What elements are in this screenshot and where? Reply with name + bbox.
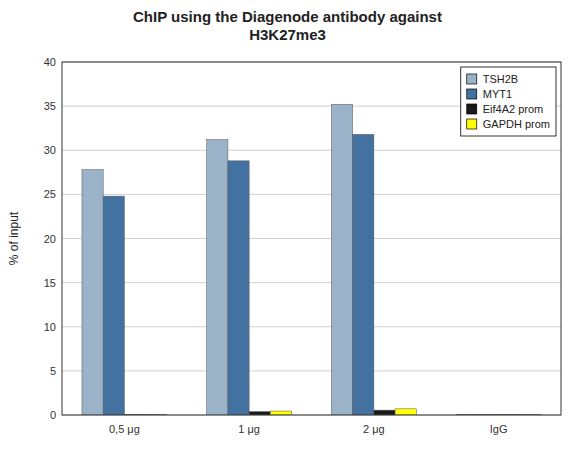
bar (374, 410, 395, 415)
grid-line (62, 282, 561, 283)
y-tick-label: 5 (50, 365, 56, 377)
legend-label: MYT1 (483, 88, 512, 100)
legend-swatch (467, 119, 477, 129)
bar (228, 161, 249, 415)
grid-line (62, 370, 561, 371)
legend-label: TSH2B (483, 73, 518, 85)
legend-frame (461, 67, 556, 136)
y-tick-label: 25 (44, 188, 56, 200)
grid (62, 62, 561, 415)
chart-container: ChIP using the Diagenode antibody agains… (0, 0, 575, 451)
plot-frame (62, 62, 561, 415)
bars (82, 104, 541, 415)
x-tick-label: 0,5 μg (109, 423, 140, 435)
x-tick-label: 2 μg (363, 423, 385, 435)
legend: TSH2B MYT1 Eif4A2 prom GAPDH prom (461, 67, 556, 136)
legend-swatch (467, 74, 477, 84)
legend-swatch (467, 104, 477, 114)
y-tick-label: 10 (44, 321, 56, 333)
bar (331, 104, 352, 415)
bar (353, 134, 374, 415)
title-line: H3K27me3 (249, 26, 326, 43)
bar (103, 196, 124, 415)
x-tick-label: IgG (490, 423, 508, 435)
y-tick-label: 30 (44, 144, 56, 156)
y-axis-label: % of input (7, 211, 21, 265)
legend-swatch (467, 89, 477, 99)
bar (207, 140, 228, 415)
x-tick-label: 1 μg (238, 423, 260, 435)
grid-line (62, 194, 561, 195)
grid-line (62, 326, 561, 327)
bar (82, 170, 103, 415)
grid-line (62, 150, 561, 151)
bar (395, 409, 416, 415)
bar (270, 411, 291, 415)
y-tick-label: 20 (44, 233, 56, 245)
legend-label: Eif4A2 prom (483, 103, 544, 115)
chart-title: ChIP using the Diagenode antibody agains… (133, 8, 442, 43)
y-tick-label: 15 (44, 277, 56, 289)
y-tick-label: 35 (44, 100, 56, 112)
title-line: ChIP using the Diagenode antibody agains… (133, 8, 442, 25)
grid-line (62, 238, 561, 239)
legend-label: GAPDH prom (483, 118, 550, 130)
y-tick-label: 40 (44, 56, 56, 68)
y-tick-label: 0 (50, 409, 56, 421)
chart-svg: ChIP using the Diagenode antibody agains… (0, 0, 575, 451)
bar (249, 412, 270, 415)
